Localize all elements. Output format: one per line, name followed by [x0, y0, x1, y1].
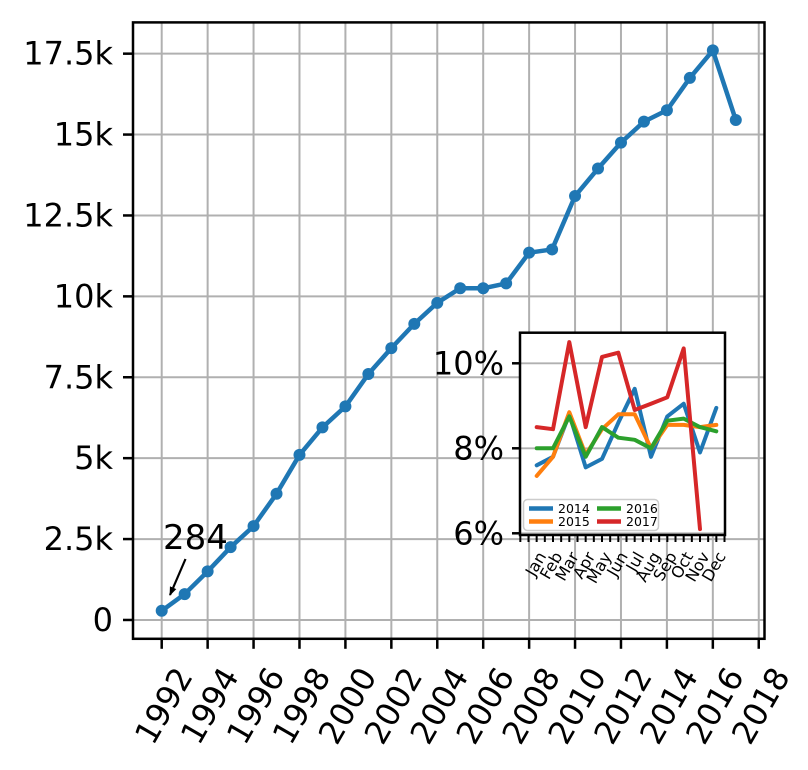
- inset-y-tick-label: 6%: [453, 514, 504, 552]
- inset-series-line-2016: [534, 414, 719, 459]
- inset-y-tick-label: 8%: [453, 429, 504, 467]
- legend-box: [522, 498, 660, 532]
- data-point-marker: [500, 277, 513, 290]
- data-point-marker: [408, 317, 421, 330]
- data-point-marker: [477, 282, 490, 295]
- y-axis-tick-label: 15k: [54, 116, 114, 154]
- y-axis-tick-label: 0: [93, 601, 113, 639]
- data-point-marker: [293, 448, 306, 461]
- data-point-marker: [270, 487, 283, 500]
- y-axis-tick-label: 5k: [74, 439, 113, 477]
- main-plot-frame: [131, 21, 766, 641]
- annotation-text: 284: [163, 518, 228, 558]
- data-point-marker: [523, 246, 536, 259]
- data-point-marker: [569, 190, 582, 203]
- data-point-marker: [706, 44, 719, 57]
- y-axis-tick-label: 7.5k: [44, 358, 114, 396]
- data-point-marker: [201, 565, 214, 578]
- y-axis-tick-label: 17.5k: [23, 35, 113, 73]
- data-point-marker: [385, 342, 398, 355]
- y-axis-tick-label: 2.5k: [44, 520, 114, 558]
- data-point-marker: [637, 115, 650, 128]
- data-point-marker: [316, 421, 329, 434]
- annotation-284: 284: [163, 518, 228, 596]
- data-point-marker: [546, 243, 559, 256]
- legend-label-2016: 2016: [626, 501, 658, 516]
- legend-label-2014: 2014: [558, 501, 590, 516]
- data-point-marker: [224, 541, 237, 554]
- data-point-marker: [178, 588, 191, 601]
- y-axis-tick-label: 10k: [54, 277, 114, 315]
- data-point-marker: [614, 136, 627, 149]
- main-axes-ticks: 1992199419961998200020022004200620082010…: [23, 35, 797, 751]
- main-series-markers: [155, 44, 742, 617]
- data-point-marker: [683, 71, 696, 84]
- legend-label-2015: 2015: [558, 514, 590, 529]
- inset-plot-frame: [518, 331, 727, 537]
- inset-series-line-2017: [534, 340, 702, 532]
- data-point-marker: [592, 162, 605, 175]
- data-point-marker: [155, 604, 168, 617]
- data-point-marker: [454, 282, 467, 295]
- inset-y-tick-label: 10%: [433, 344, 504, 382]
- legend-label-2017: 2017: [626, 514, 658, 529]
- annotation-arrow: [168, 558, 187, 596]
- data-point-marker: [339, 400, 352, 413]
- data-point-marker: [660, 104, 673, 117]
- y-axis-tick-label: 12.5k: [23, 196, 113, 234]
- data-point-marker: [729, 113, 742, 126]
- data-point-marker: [362, 368, 375, 381]
- inset-chart: JanFebMarAprMayJunJulAugSepOctNovDec6%8%…: [433, 331, 730, 587]
- data-point-marker: [431, 296, 444, 309]
- data-point-marker: [247, 520, 260, 533]
